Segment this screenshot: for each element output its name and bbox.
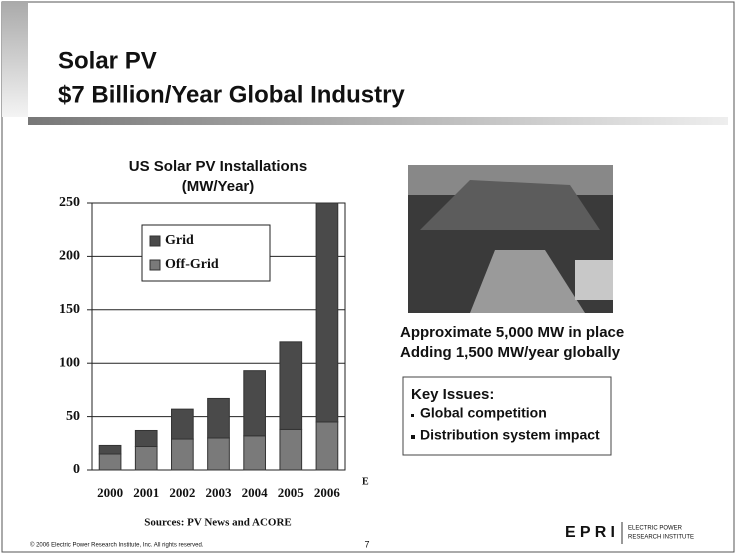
slide-title: $7 Billion/Year Global Industry	[58, 81, 405, 108]
y-tick-label: 0	[73, 462, 80, 477]
photo	[408, 165, 613, 313]
photo-roof	[420, 180, 600, 230]
y-tick-label: 100	[59, 355, 80, 370]
bar-segment	[171, 408, 194, 440]
bullet	[411, 435, 415, 439]
legend-label: Grid	[165, 233, 194, 248]
x-tick-label: 2001	[133, 485, 159, 500]
bar-segment	[243, 435, 266, 471]
bar-segment	[98, 444, 122, 455]
x-tick-label: 2002	[169, 485, 195, 500]
key-issues-box	[402, 376, 612, 456]
legend-box	[141, 224, 271, 282]
chart-title: US Solar PV Installations	[129, 158, 307, 175]
logo-text: RESEARCH INSTITUTE	[628, 535, 694, 541]
bullet	[411, 414, 414, 417]
key-issues-heading: Key Issues:	[411, 386, 494, 403]
x-tick-label: 2000	[97, 485, 123, 500]
bar-segment	[207, 397, 230, 439]
photo-path	[470, 250, 585, 313]
slide-title: Solar PV	[58, 47, 157, 74]
header-rule	[28, 117, 728, 125]
bar-segment	[315, 421, 339, 471]
caption: Approximate 5,000 MW in place	[400, 324, 624, 341]
bar-segment	[134, 429, 158, 448]
caption: Adding 1,500 MW/year globally	[400, 344, 621, 361]
logo-text: ELECTRIC POWER	[628, 526, 683, 532]
chart-subtitle: (MW/Year)	[182, 178, 255, 195]
key-issue: Global competition	[420, 405, 547, 421]
y-tick-label: 200	[59, 249, 80, 264]
bar-segment	[279, 341, 303, 430]
chart: 0 50 100 150 200 250 2000 2001 2002 2003 2004 2005 2…	[59, 195, 369, 500]
bar-segment	[98, 453, 122, 471]
x-tick-label: 2005	[278, 485, 305, 500]
y-tick-label: 150	[59, 302, 80, 317]
bar-segment	[279, 428, 303, 471]
bar-segment	[243, 370, 266, 437]
annotation: E	[362, 476, 369, 487]
y-tick-label: 50	[66, 409, 80, 424]
legend-label: Off-Grid	[165, 257, 219, 272]
page-number: 7	[364, 539, 369, 549]
photo-car	[575, 260, 613, 300]
key-issue: Distribution system impact	[420, 427, 600, 443]
side-decoration	[2, 2, 28, 117]
bar-segment	[134, 446, 158, 471]
copyright: © 2006 Electric Power Research Institute…	[30, 542, 204, 549]
x-tick-label: 2006	[314, 485, 341, 500]
y-tick-label: 250	[59, 195, 80, 210]
x-tick-label: 2003	[206, 485, 233, 500]
sources: Sources: PV News and ACORE	[144, 517, 292, 529]
x-tick-label: 2004	[242, 485, 269, 500]
legend-swatch	[149, 235, 161, 247]
bar-segment	[171, 438, 194, 471]
bar-segment	[315, 202, 339, 423]
bar-segment	[207, 437, 230, 471]
legend-swatch	[149, 259, 161, 271]
